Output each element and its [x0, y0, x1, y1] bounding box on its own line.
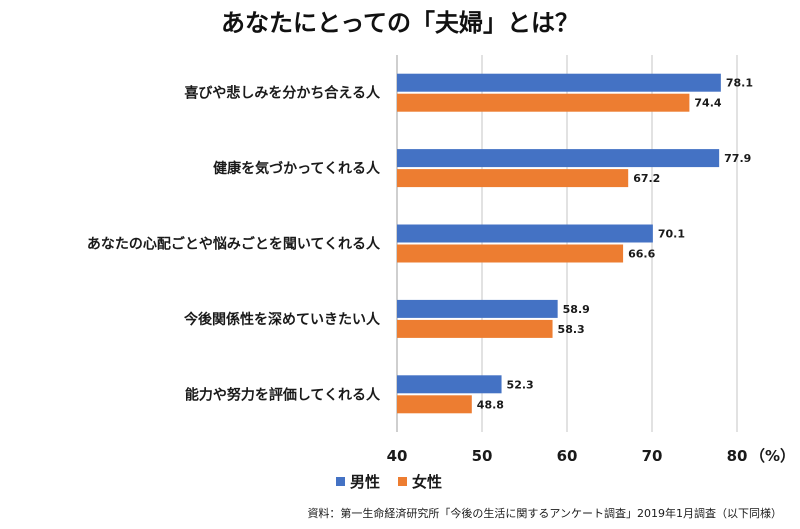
category-label: 健康を気づかってくれる人 — [213, 160, 381, 177]
bars — [397, 73, 721, 414]
data-label: 74.4 — [694, 97, 721, 110]
bar-female — [397, 244, 624, 263]
legend-label-male: 男性 — [350, 473, 380, 491]
bar-female — [397, 169, 629, 188]
legend-swatch-male — [336, 477, 345, 486]
data-label: 78.1 — [726, 77, 753, 90]
category-label: 喜びや悲しみを分かち合える人 — [184, 85, 381, 102]
data-label: 66.6 — [628, 248, 655, 261]
chart-title: あなたにとっての「夫婦」とは？ — [221, 9, 579, 37]
data-label: 58.9 — [563, 303, 590, 316]
data-label: 70.1 — [658, 228, 685, 241]
x-axis-unit: （%） — [750, 447, 795, 465]
x-tick-label: 40 — [387, 447, 408, 465]
legend: 男性 女性 — [336, 473, 442, 491]
data-label: 52.3 — [507, 378, 534, 391]
source-note: 資料：第一生命経済研究所「今後の生活に関するアンケート調査」2019年1月調査（… — [307, 506, 782, 520]
x-tick-label: 70 — [642, 447, 663, 465]
x-axis-ticks: 40 50 60 70 80 — [387, 447, 748, 465]
bar-female — [397, 395, 472, 414]
data-label: 67.2 — [633, 172, 660, 185]
gridlines — [396, 55, 738, 432]
bar-male — [397, 375, 502, 394]
category-label: あなたの心配ごとや悩みごとを聞いてくれる人 — [87, 236, 381, 253]
data-label: 58.3 — [558, 323, 585, 336]
data-label: 48.8 — [477, 398, 504, 411]
category-label: 能力や努力を評価してくれる人 — [185, 386, 381, 403]
category-labels: 喜びや悲しみを分かち合える人健康を気づかってくれる人あなたの心配ごとや悩みごとを… — [87, 85, 381, 404]
bar-male — [397, 224, 653, 243]
data-labels: 78.1 74.4 77.9 67.2 70.166.6 58.9 58.3 52.348.8 — [477, 77, 753, 412]
x-tick-label: 80 — [727, 447, 748, 465]
bar-male — [397, 299, 558, 318]
bar-female — [397, 319, 553, 338]
bar-female — [397, 93, 690, 112]
legend-label-female: 女性 — [412, 473, 442, 491]
bar-male — [397, 149, 720, 168]
x-tick-label: 50 — [472, 447, 493, 465]
legend-swatch-female — [398, 477, 407, 486]
category-label: 今後関係性を深めていきたい人 — [183, 311, 381, 328]
data-label: 77.9 — [724, 152, 751, 165]
x-tick-label: 60 — [557, 447, 578, 465]
bar-male — [397, 73, 721, 92]
